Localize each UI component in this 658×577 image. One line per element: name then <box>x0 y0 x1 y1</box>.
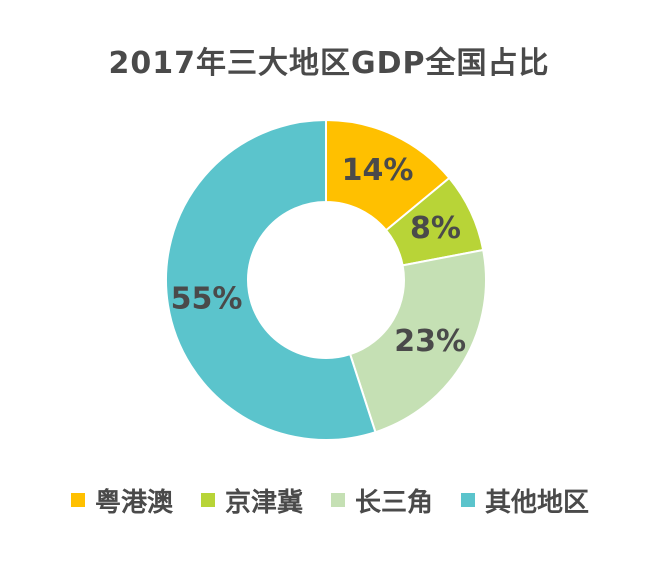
legend-item-jingjinji: 京津冀 <box>200 482 303 519</box>
legend-label: 京津冀 <box>224 487 303 518</box>
legend-label: 粤港澳 <box>94 487 173 518</box>
data-label: 14% <box>342 153 414 188</box>
legend-swatch <box>461 493 476 507</box>
data-label: 55% <box>171 281 243 316</box>
data-labels-group: 14% 8% 23% 55% <box>171 153 466 359</box>
slices-group <box>165 118 487 441</box>
legend-swatch <box>200 493 215 507</box>
legend-label: 其他地区 <box>485 487 590 518</box>
legend-swatch <box>70 493 85 507</box>
slice-qita <box>165 118 377 441</box>
legend-item-changsanjiao: 长三角 <box>331 482 433 519</box>
legend-item-yuegangao: 粤港澳 <box>70 482 173 519</box>
legend: 粤港澳 京津冀 长三角 其他地区 <box>30 482 630 518</box>
slice-changsanjiao <box>348 248 487 434</box>
legend-label: 长三角 <box>355 487 434 518</box>
legend-swatch <box>331 493 345 507</box>
data-label: 23% <box>394 324 466 359</box>
chart-title: 2017年三大地区GDP全国占比 <box>108 46 550 81</box>
data-label: 8% <box>410 211 461 246</box>
legend-item-qita: 其他地区 <box>461 482 589 519</box>
